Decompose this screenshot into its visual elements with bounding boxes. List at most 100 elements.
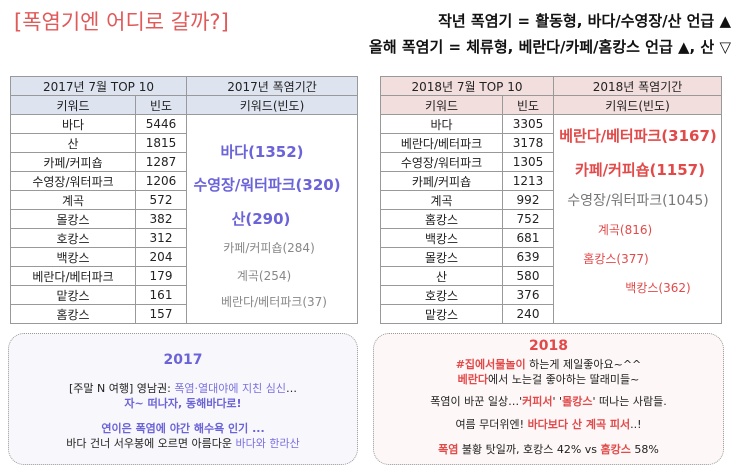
keyword-cell: 계곡 — [380, 190, 503, 210]
cloud-keyword: 바다(1352) — [220, 143, 304, 161]
table-row: 카페/커피숍 1213 — [380, 171, 722, 191]
table-row: 몰캉스 382 — [10, 209, 358, 229]
text: ' ' — [552, 395, 563, 408]
keyword-cell: 수영장/워터파크 — [10, 171, 136, 191]
freq-cell: 157 — [135, 304, 187, 324]
freq-cell: 1305 — [502, 152, 554, 172]
freq-cell: 1815 — [135, 133, 187, 153]
keyword-cell: 수영장/워터파크 — [380, 152, 503, 172]
cloud-keyword: 수영장/워터파크(320) — [193, 176, 341, 194]
headline-5: 폭염 불황 탓일까, 호캉스 42% vs 홈캉스 58% — [374, 441, 723, 457]
subtitle-2017: 작년 폭염기 = 활동형, 바다/수영장/산 언급 ▲ — [438, 12, 731, 30]
keyword-cell: 호캉스 — [10, 228, 136, 248]
col-keyword: 키워드 — [10, 95, 136, 115]
page-title: [폭염기엔 어디로 갈까?] — [14, 10, 229, 34]
keyword-cell: 몰캉스 — [10, 209, 136, 229]
text-highlight: 폭염·열대야에 지친 심신 — [174, 382, 287, 395]
headline-2: 베란다에서 노는걸 좋아하는 딸래미들~ — [374, 371, 723, 387]
cloud-keyword: 홈캉스(377) — [583, 252, 649, 266]
freq-cell: 1206 — [135, 171, 187, 191]
freq-cell: 639 — [502, 247, 554, 267]
cloud-keyword: 계곡(816) — [597, 223, 653, 237]
freq-cell: 3178 — [502, 133, 554, 153]
keyword-cell: 카페/커피숍 — [380, 171, 503, 191]
freq-cell: 580 — [502, 266, 554, 286]
headline-3: 연이은 폭염에 야간 해수욕 인기 ... — [101, 422, 265, 435]
keyword-cell: 산 — [10, 133, 136, 153]
subtitle-2018: 올해 폭염기 = 체류형, 베란다/카페/홈캉스 언급 ▲, 산 ▽ — [369, 38, 731, 56]
text-highlight: 베란다 — [457, 373, 489, 386]
keyword-cell: 맡캉스 — [10, 285, 136, 305]
table-row: 홈캉스 752 — [380, 209, 722, 229]
table-title-right: 2017년 폭염기간 — [186, 76, 358, 96]
col-keyword-freq: 키워드(빈도) — [186, 95, 358, 115]
cloud-keyword: 베란다/베터파크(3167) — [559, 127, 717, 145]
keyword-cell: 맡캉스 — [380, 304, 503, 324]
text: 폭염이 바꾼 일상…' — [430, 395, 523, 408]
freq-cell: 992 — [502, 190, 554, 210]
col-freq: 빈도 — [135, 95, 187, 115]
text-highlight: 바다보다 산 계곡 피서 — [527, 418, 631, 431]
headline-2: 자~ 떠나자, 동해바다로! — [124, 397, 242, 410]
keyword-cell: 베란다/베터파크 — [380, 133, 503, 153]
headline-3: 폭염이 바꾼 일상…'커피서' '몰캉스' 떠나는 사람들. — [374, 393, 723, 409]
col-keyword-freq: 키워드(빈도) — [553, 95, 722, 115]
table-row: 수영장/워터파크 1305 — [380, 152, 722, 172]
freq-cell: 1287 — [135, 152, 187, 172]
cloud-keyword: 베란다/베터파크(37) — [221, 295, 327, 309]
headline-1: #집에서물놀이 하는게 제일좋아요~^^ — [374, 356, 723, 372]
table-title: 2018년 7월 TOP 10 — [380, 76, 554, 96]
headline-1: [주말 N 여행] 영남권: 폭염·열대야에 지친 심신… — [9, 380, 357, 396]
table-row: 몰캉스 639 — [380, 247, 722, 267]
keyword-cell: 백캉스 — [10, 247, 136, 267]
cloud-keyword: 산(290) — [231, 210, 291, 228]
freq-cell: 312 — [135, 228, 187, 248]
table-title-right: 2018년 폭염기간 — [553, 76, 722, 96]
text: 불황 탓일까, 호캉스 42% vs — [458, 443, 601, 456]
keyword-cell: 카페/커피숍 — [10, 152, 136, 172]
text: ..! — [630, 418, 642, 431]
keyword-cell: 홈캉스 — [10, 304, 136, 324]
keyword-cell: 산 — [380, 266, 503, 286]
keyword-cell: 바다 — [10, 114, 136, 134]
text-highlight: 홈캉스 — [600, 443, 631, 456]
table-row: 계곡 992 — [380, 190, 722, 210]
text: ' 떠나는 사람들. — [592, 395, 667, 408]
freq-cell: 179 — [135, 266, 187, 286]
text-highlight: 커피서 — [522, 395, 553, 408]
col-keyword: 키워드 — [380, 95, 503, 115]
news-box-2018: 2018 #집에서물놀이 하는게 제일좋아요~^^ 베란다에서 노는걸 좋아하는… — [373, 333, 724, 465]
cloud-keyword: 카페/커피숍(1157) — [575, 161, 705, 179]
keyword-cell: 홈캉스 — [380, 209, 503, 229]
table-row: 바다 5446 바다(1352) 수영장/워터파크(320) 산(290) 카페/커피숍(… — [10, 114, 358, 324]
text-highlight: 몰캉스 — [562, 395, 593, 408]
table-2018: 2018년 7월 TOP 10 2018년 폭염기간 키워드 빈도 키워드(빈도… — [380, 76, 722, 324]
cloud-keyword: 카페/커피숍(284) — [223, 241, 315, 255]
keyword-cell: 베란다/베터파크 — [10, 266, 136, 286]
keyword-cloud: 베란다/베터파크(3167) 카페/커피숍(1157) 수영장/워터파크(1045)… — [553, 114, 722, 324]
text: [주말 N 여행] 영남권: — [68, 382, 175, 395]
text: 하는게 제일좋아요~^^ — [525, 358, 642, 371]
text: … — [286, 382, 298, 395]
text: 바다 건너 서우봉에 오르면 아름다운 — [66, 437, 236, 450]
table-row: 맡캉스 161 — [10, 285, 358, 305]
text: 여름 무더위엔! — [455, 418, 528, 431]
keyword-cell: 백캉스 — [380, 228, 503, 248]
table-2017: 2017년 7월 TOP 10 2017년 폭염기간 키워드 빈도 키워드(빈도… — [10, 76, 358, 324]
headline-4: 바다 건너 서우봉에 오르면 아름다운 바다와 한라산 — [9, 435, 357, 451]
text-highlight: 바다와 한라산 — [235, 437, 300, 450]
text: 에서 노는걸 좋아하는 딸래미들~ — [488, 373, 640, 386]
cloud-keyword: 백캉스(362) — [625, 281, 691, 295]
table-row: 바다 3305 베란다/베터파크(3167) 카페/커피숍(1157) 수영장/워터파크… — [380, 114, 722, 324]
freq-cell: 5446 — [135, 114, 187, 134]
table-row: 맡캉스 240 — [380, 304, 722, 324]
table-row: 홈캉스 157 — [10, 304, 358, 324]
freq-cell: 752 — [502, 209, 554, 229]
keyword-cell: 계곡 — [10, 190, 136, 210]
keyword-cell: 호캉스 — [380, 285, 503, 305]
text-highlight: #집에서물놀이 — [455, 358, 526, 371]
freq-cell: 3305 — [502, 114, 554, 134]
table-row: 백캉스 681 — [380, 228, 722, 248]
table-row: 베란다/베터파크 3178 — [380, 133, 722, 153]
table-row: 계곡 572 — [10, 190, 358, 210]
